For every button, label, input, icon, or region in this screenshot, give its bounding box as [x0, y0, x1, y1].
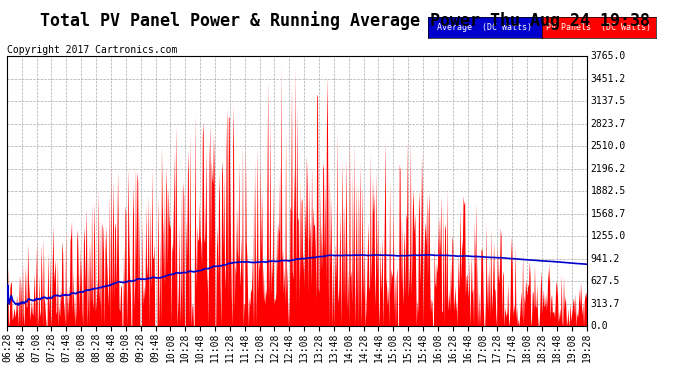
Text: Total PV Panel Power & Running Average Power Thu Aug 24 19:38: Total PV Panel Power & Running Average P…: [40, 11, 650, 30]
Text: 2196.2: 2196.2: [591, 164, 626, 174]
Text: 1568.7: 1568.7: [591, 209, 626, 219]
Text: 1882.5: 1882.5: [591, 186, 626, 196]
Text: 3451.2: 3451.2: [591, 74, 626, 84]
Text: 2823.7: 2823.7: [591, 119, 626, 129]
Text: 941.2: 941.2: [591, 254, 620, 264]
Text: 3765.0: 3765.0: [591, 51, 626, 61]
Text: Average  (DC Watts): Average (DC Watts): [437, 22, 532, 32]
Text: 313.7: 313.7: [591, 299, 620, 309]
Text: Copyright 2017 Cartronics.com: Copyright 2017 Cartronics.com: [7, 45, 177, 55]
Text: 0.0: 0.0: [591, 321, 609, 331]
Text: 627.5: 627.5: [591, 276, 620, 286]
Text: 2510.0: 2510.0: [591, 141, 626, 151]
Text: PV Panels  (DC Watts): PV Panels (DC Watts): [546, 22, 651, 32]
Text: 3137.5: 3137.5: [591, 96, 626, 106]
Text: 1255.0: 1255.0: [591, 231, 626, 241]
